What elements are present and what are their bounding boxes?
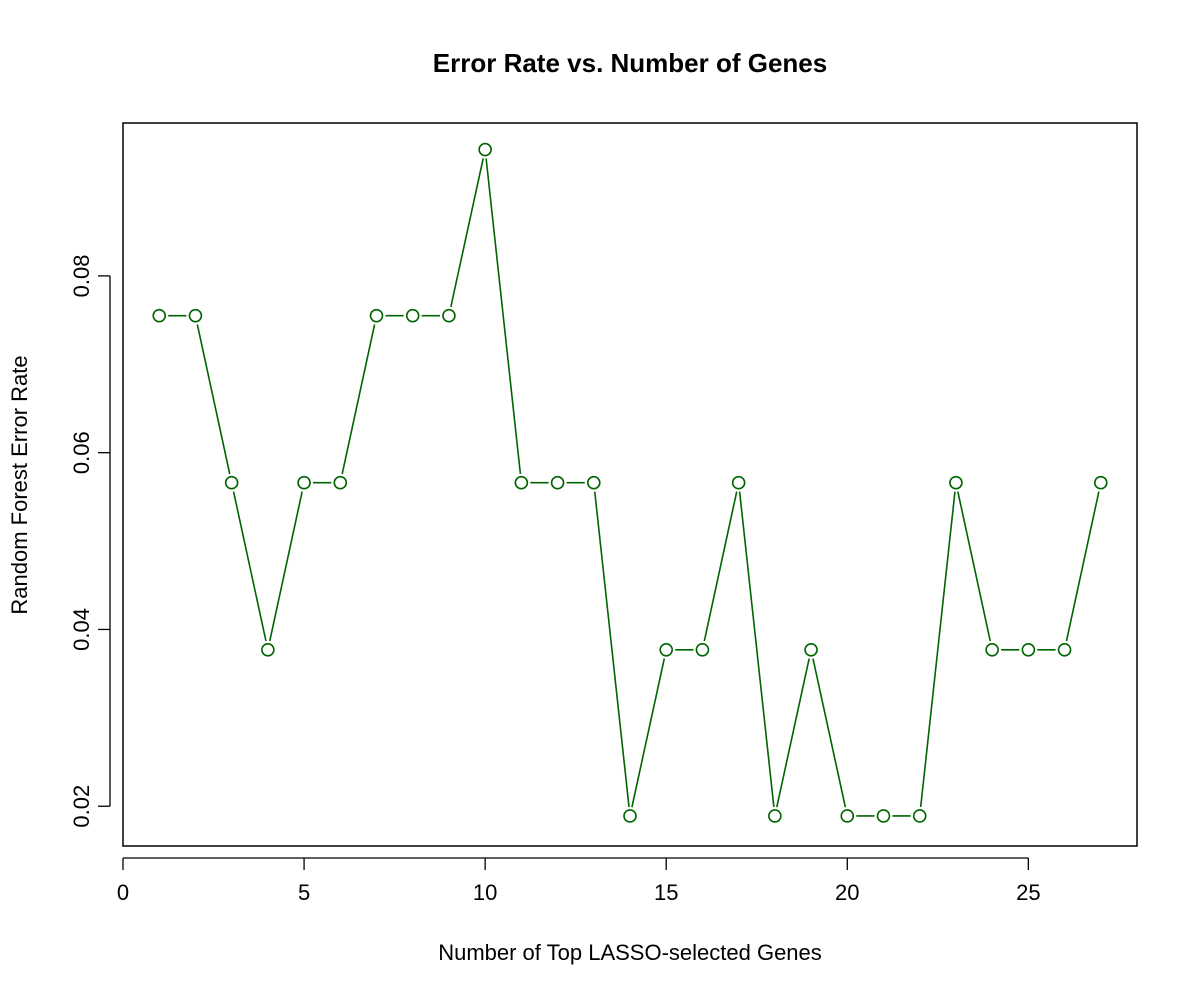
series-segment <box>485 158 522 474</box>
series-segment <box>1065 491 1100 642</box>
data-point <box>623 809 637 823</box>
series-segment <box>631 658 666 808</box>
series-segment <box>775 658 810 808</box>
series-segment <box>738 491 775 808</box>
data-point <box>586 475 601 490</box>
data-point <box>731 475 746 490</box>
series-segment <box>268 491 303 642</box>
data-point <box>695 642 710 657</box>
x-tick-label: 0 <box>117 880 129 905</box>
data-point <box>1057 642 1072 657</box>
data-point <box>152 308 167 323</box>
plot-frame <box>122 122 1138 847</box>
series-segment <box>919 491 956 808</box>
data-point <box>876 809 891 823</box>
series-segment <box>232 491 267 642</box>
y-tick-label: 0.08 <box>69 254 94 297</box>
series-segment <box>593 491 630 808</box>
x-axis-label: Number of Top LASSO-selected Genes <box>438 940 822 965</box>
data-point <box>1021 642 1036 657</box>
y-tick-label: 0.02 <box>69 785 94 828</box>
data-point <box>949 475 963 490</box>
series-segment <box>341 324 376 475</box>
y-axis-label: Random Forest Error Rate <box>7 355 32 614</box>
data-point <box>912 809 927 823</box>
data-point <box>659 642 674 657</box>
data-point <box>261 642 275 657</box>
data-point <box>550 475 565 490</box>
x-axis: 0 5 10 15 20 25 <box>117 857 1041 905</box>
x-tick-label: 25 <box>1016 880 1040 905</box>
x-tick-label: 15 <box>654 880 678 905</box>
x-tick-label: 10 <box>473 880 497 905</box>
data-point <box>804 642 818 657</box>
series-segment <box>812 658 847 808</box>
y-tick-label: 0.06 <box>69 431 94 474</box>
data-point <box>224 475 239 490</box>
data-point <box>297 475 311 490</box>
series-layer <box>152 142 1108 823</box>
data-point <box>840 809 855 823</box>
data-point <box>768 809 782 823</box>
data-point <box>985 642 999 657</box>
y-tick-label: 0.04 <box>69 608 94 651</box>
series-segment <box>703 491 738 642</box>
series-segment <box>450 158 485 308</box>
x-tick-label: 5 <box>298 880 310 905</box>
data-point <box>333 475 348 490</box>
data-point <box>188 308 203 323</box>
data-point <box>442 308 456 323</box>
data-point <box>369 308 384 323</box>
x-tick-label: 20 <box>835 880 859 905</box>
chart-title: Error Rate vs. Number of Genes <box>433 48 827 78</box>
data-point <box>514 475 529 490</box>
y-axis: 0.02 0.04 0.06 0.08 <box>69 254 111 828</box>
data-point <box>1093 475 1108 490</box>
series-segment <box>196 324 231 475</box>
data-point <box>478 142 492 157</box>
data-point <box>405 308 420 323</box>
series-segment <box>957 491 992 642</box>
